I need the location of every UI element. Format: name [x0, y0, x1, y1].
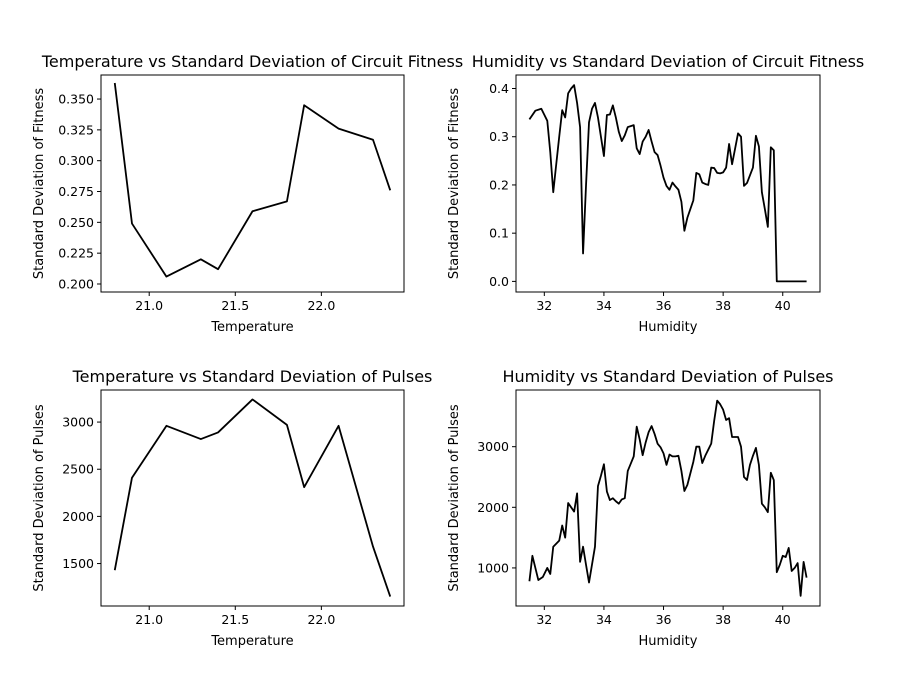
series-line	[528, 399, 808, 597]
x-tick-label: 34	[596, 612, 612, 627]
axes-frame	[515, 389, 821, 607]
y-tick-label: 2000	[62, 509, 94, 524]
plot-humidity-vs-fitness-std: 32 34 36 38 40 0.0 0.1 0.2 0.3 0.4 Humidity Standar…	[447, 52, 864, 335]
y-tick-label: 0.350	[58, 92, 94, 107]
x-tick-label: 21.0	[135, 612, 163, 627]
x-tick-label: 32	[536, 612, 552, 627]
y-tick-label: 3000	[62, 415, 94, 430]
series-line	[113, 398, 392, 597]
y-tick-label: 0.1	[489, 226, 509, 241]
y-tick-label: 0.2	[489, 177, 509, 192]
x-tick-label: 36	[656, 612, 672, 627]
plot-temperature-vs-fitness-std: 21.0 21.5 22.0 0.200 0.225 0.250 0.275 0.300 0.3…	[32, 52, 463, 335]
y-tick-label: 2000	[477, 500, 509, 515]
x-axis-label: Temperature	[210, 634, 293, 649]
y-tick-label: 1000	[477, 560, 509, 575]
x-tick-label: 21.0	[135, 298, 163, 313]
chart-title: Humidity vs Standard Deviation of Pulses	[503, 367, 834, 386]
chart-title: Humidity vs Standard Deviation of Circui…	[472, 52, 865, 71]
chart-title: Temperature vs Standard Deviation of Pul…	[72, 367, 433, 386]
y-tick-label: 0.325	[58, 122, 94, 137]
x-tick-label: 34	[596, 298, 612, 313]
x-tick-label: 38	[715, 612, 731, 627]
y-axis-label: Standard Deviation of Pulses	[447, 404, 462, 591]
x-axis-label: Temperature	[210, 320, 293, 335]
x-tick-label: 40	[775, 612, 791, 627]
y-tick-label: 0.200	[58, 276, 94, 291]
x-axis-label: Humidity	[639, 634, 698, 649]
x-tick-label: 36	[656, 298, 672, 313]
x-tick-label: 38	[715, 298, 731, 313]
plot-temperature-vs-pulses-std: 21.0 21.5 22.0 1500 2000 2500 3000 Temperature S…	[32, 367, 432, 649]
x-tick-label: 21.5	[221, 298, 249, 313]
chart-title: Temperature vs Standard Deviation of Cir…	[41, 52, 463, 71]
axes-frame	[100, 74, 405, 293]
y-tick-label: 0.250	[58, 215, 94, 230]
y-tick-label: 2500	[62, 462, 94, 477]
x-axis-label: Humidity	[639, 320, 698, 335]
y-axis-label: Standard Deviation of Pulses	[32, 404, 47, 591]
x-tick-label: 21.5	[221, 612, 249, 627]
series-line	[113, 82, 392, 278]
plot-humidity-vs-pulses-std: 32 34 36 38 40 1000 2000 3000 Humidity Standard D…	[447, 367, 834, 649]
y-axis-label: Standard Deviation of Fitness	[32, 88, 47, 280]
x-tick-label: 22.0	[307, 298, 335, 313]
y-axis-label: Standard Deviation of Fitness	[447, 88, 462, 280]
axes-frame	[100, 389, 405, 607]
axes-frame	[515, 74, 821, 293]
y-tick-label: 0.0	[489, 274, 509, 289]
y-tick-label: 0.300	[58, 153, 94, 168]
y-tick-label: 3000	[477, 439, 509, 454]
y-tick-label: 0.275	[58, 184, 94, 199]
y-tick-label: 0.3	[489, 129, 509, 144]
y-tick-label: 1500	[62, 556, 94, 571]
x-tick-label: 22.0	[307, 612, 335, 627]
x-tick-label: 32	[536, 298, 552, 313]
y-tick-label: 0.225	[58, 246, 94, 261]
x-tick-label: 40	[775, 298, 791, 313]
y-tick-label: 0.4	[489, 81, 509, 96]
series-line	[528, 84, 807, 283]
